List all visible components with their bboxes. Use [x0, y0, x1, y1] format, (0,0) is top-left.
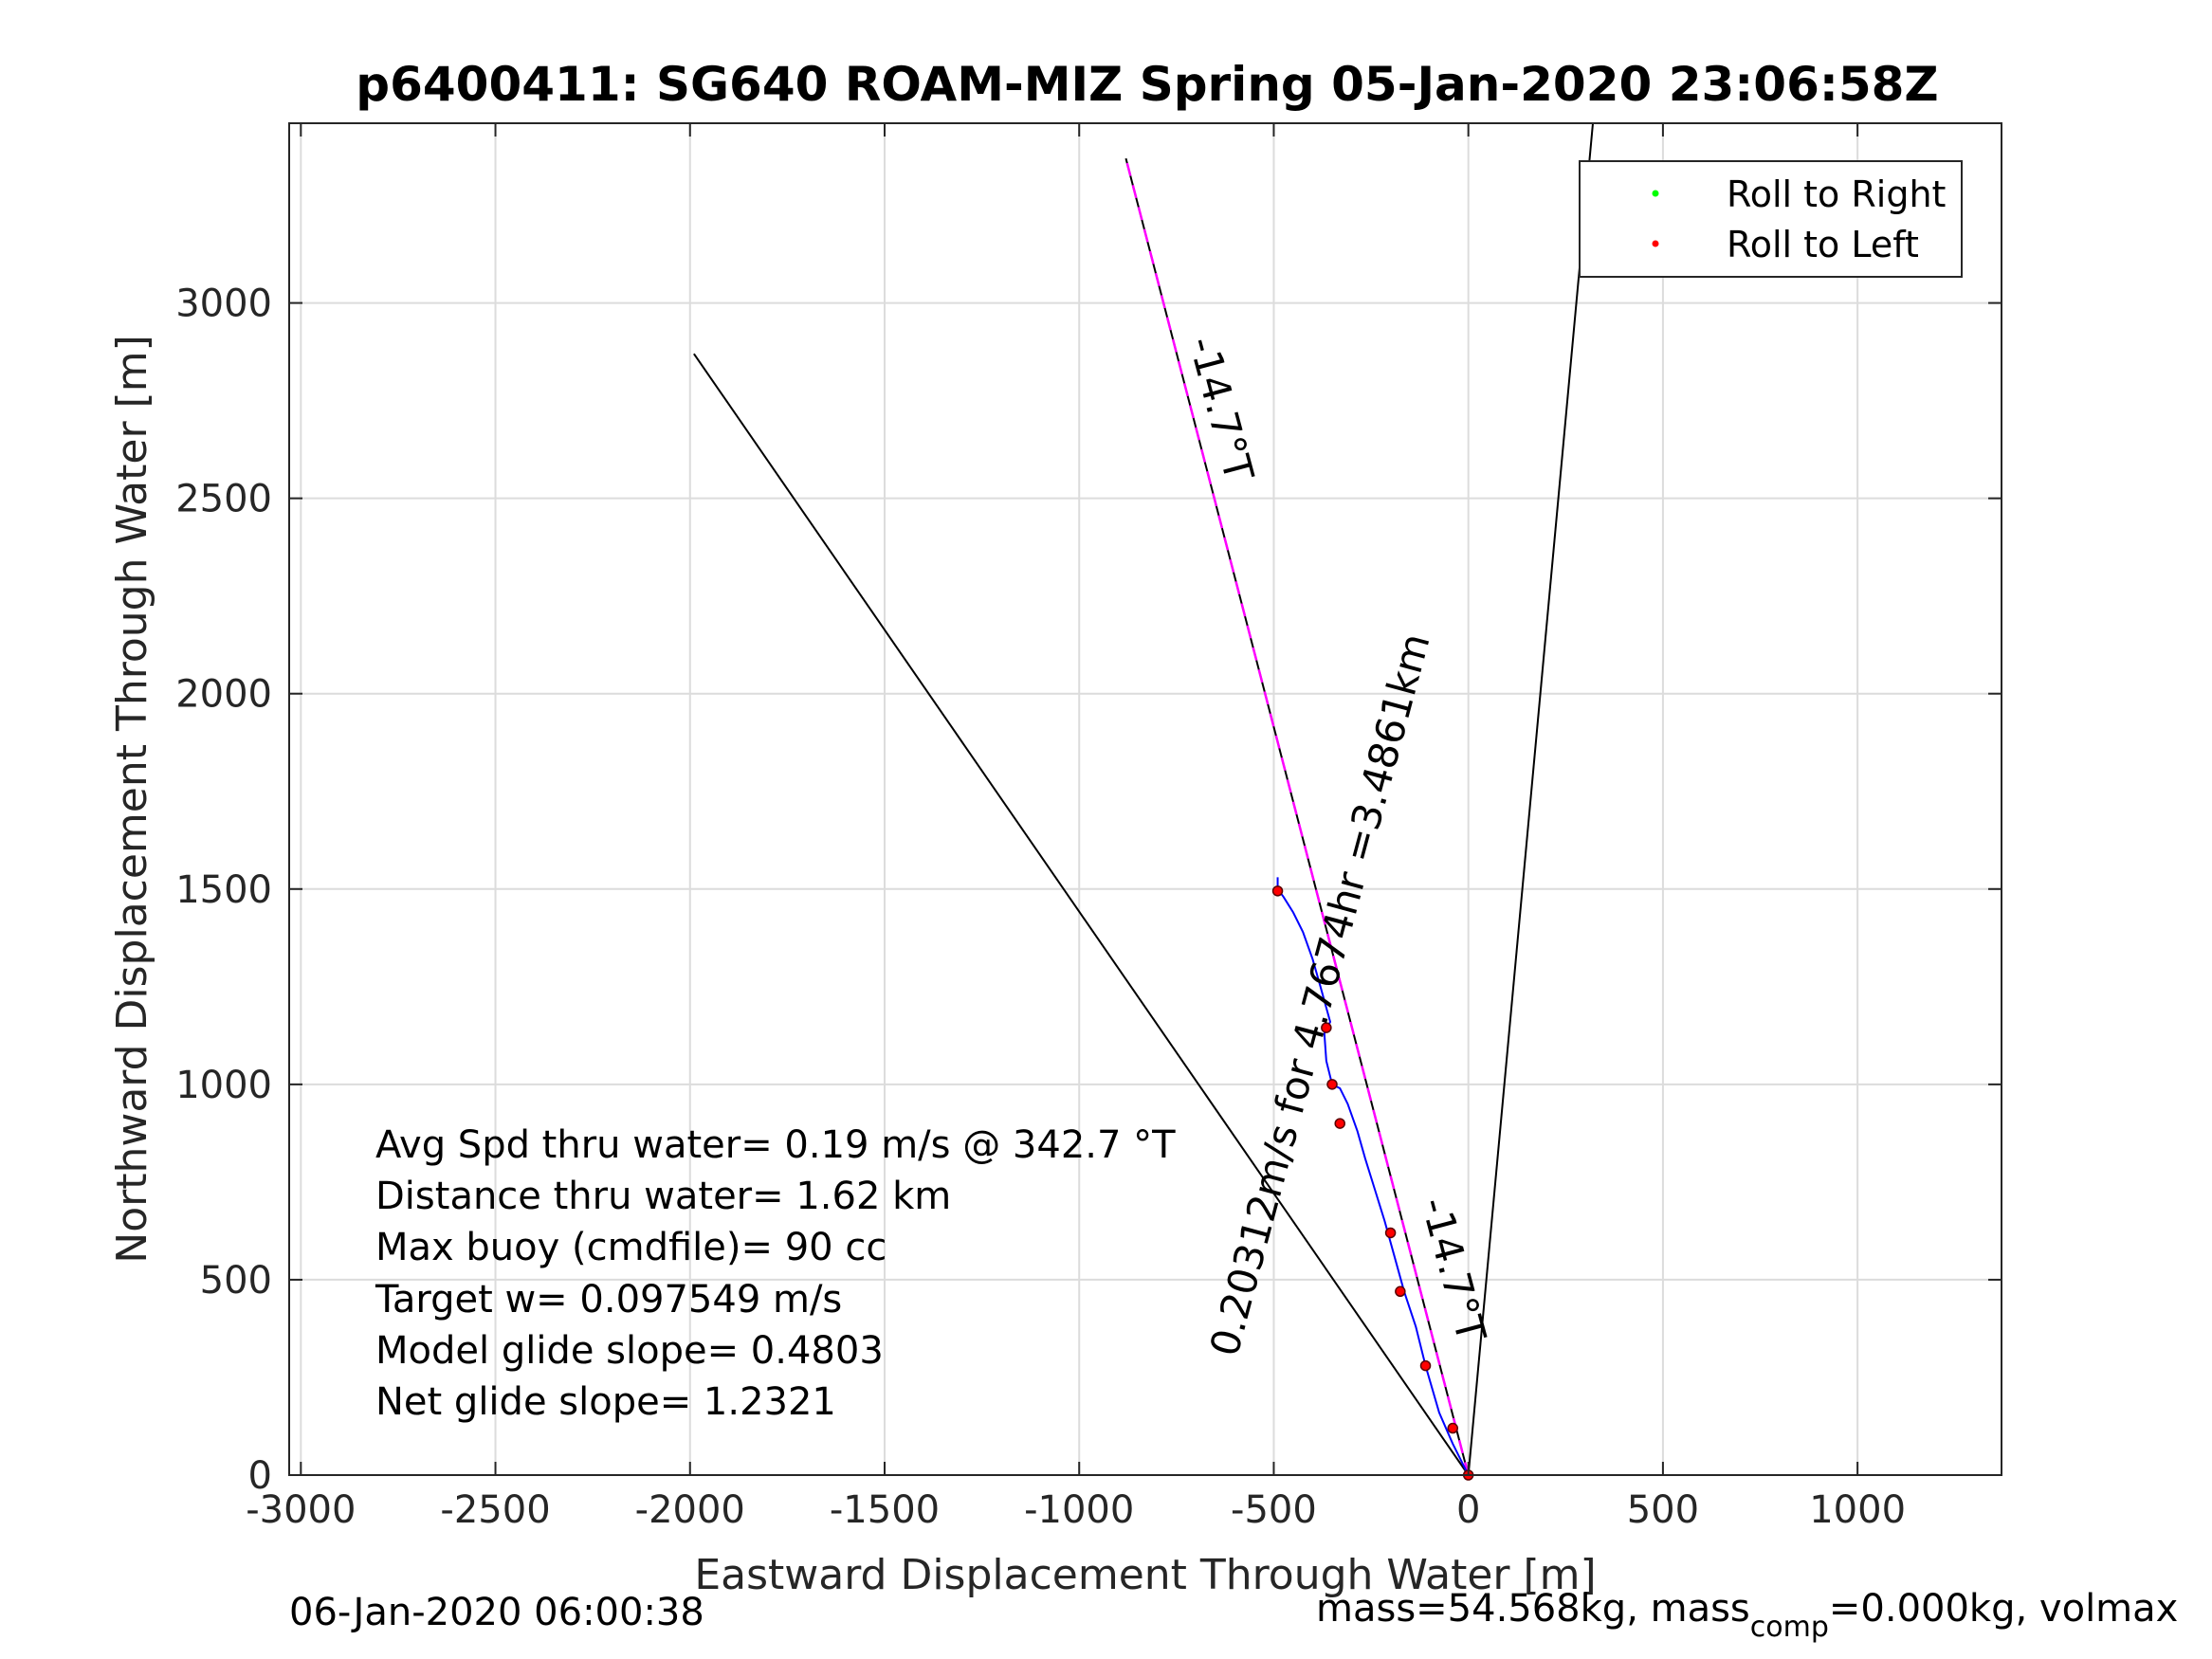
stat-avg-speed: Avg Spd thru water= 0.19 m/s @ 342.7 °T [375, 1123, 1176, 1167]
x-tick-label: 500 [1627, 1488, 1699, 1532]
axes-box [288, 122, 2002, 1476]
footer-mass-pre: mass=54.568kg, mass [1316, 1587, 1750, 1631]
y-tick-label: 500 [200, 1259, 272, 1303]
x-axis-label: Eastward Displacement Through Water [m] [694, 1551, 1596, 1599]
legend-label-roll-right: Roll to Right [1727, 173, 1946, 215]
y-tick-label: 3000 [175, 283, 272, 326]
legend-marker-roll-left [1652, 240, 1659, 247]
roll-left-marker [1447, 1422, 1459, 1434]
reference-line-2 [1124, 157, 1470, 1475]
plot-clip-group [693, 123, 1595, 1475]
footer-mass-post: =0.000kg, volmax [1829, 1587, 2178, 1631]
reference-line-0 [693, 353, 1470, 1475]
stat-distance: Distance thru water= 1.62 km [375, 1175, 951, 1218]
legend-box [1579, 160, 1963, 278]
x-tick-label: 1000 [1809, 1488, 1906, 1532]
y-tick-label: 2000 [175, 673, 272, 717]
x-tick-label: -500 [1231, 1488, 1317, 1532]
legend-label-roll-left: Roll to Left [1727, 224, 1919, 265]
roll-left-marker [1419, 1359, 1432, 1372]
footer-mass-sub: comp [1750, 1611, 1829, 1644]
x-tick-label: 0 [1456, 1488, 1480, 1532]
x-tick-label: -1500 [830, 1488, 940, 1532]
y-tick-label: 1500 [175, 868, 272, 912]
roll-left-marker [1326, 1079, 1338, 1090]
roll-left-marker [1395, 1285, 1406, 1298]
footer-mass: mass=54.568kg, masscomp=0.000kg, volmax [1316, 1587, 2178, 1644]
chart-title: p6400411: SG640 ROAM-MIZ Spring 05-Jan-2… [356, 57, 1938, 112]
roll-markers [1271, 885, 1474, 1481]
x-tick-label: -2500 [440, 1488, 550, 1532]
stat-target-w: Target w= 0.097549 m/s [375, 1278, 842, 1322]
y-tick-label: 1000 [175, 1064, 272, 1107]
reference-line-1 [1467, 123, 1595, 1475]
roll-left-marker [1271, 885, 1284, 897]
x-tick-label: -1000 [1024, 1488, 1134, 1532]
plot-lines [693, 123, 1595, 1475]
roll-left-marker [1384, 1227, 1397, 1239]
legend: Roll to Right Roll to Left [1579, 160, 1963, 278]
roll-left-marker [1321, 1022, 1332, 1033]
stat-model-glide: Model glide slope= 0.4803 [375, 1329, 884, 1373]
roll-left-marker [1334, 1118, 1345, 1129]
legend-marker-roll-right [1652, 190, 1659, 197]
footer-timestamp: 06-Jan-2020 06:00:38 [289, 1591, 704, 1634]
x-tick-label: -2000 [635, 1488, 745, 1532]
axis-ticks: -3000 -2500 -2000 -1500 -1000 -500 0 500 1000 0 50… [175, 123, 2002, 1532]
y-tick-label: 2500 [175, 478, 272, 521]
stat-max-buoy: Max buoy (cmdfile)= 90 cc [375, 1226, 887, 1269]
stats-block: Avg Spd thru water= 0.19 m/s @ 342.7 °T … [375, 1123, 1176, 1424]
stat-net-glide: Net glide slope= 1.2321 [375, 1380, 836, 1424]
y-tick-label: 0 [248, 1454, 272, 1498]
y-axis-label: Northward Displacement Through Water [m] [108, 335, 156, 1263]
x-tick-label: -3000 [246, 1488, 356, 1532]
